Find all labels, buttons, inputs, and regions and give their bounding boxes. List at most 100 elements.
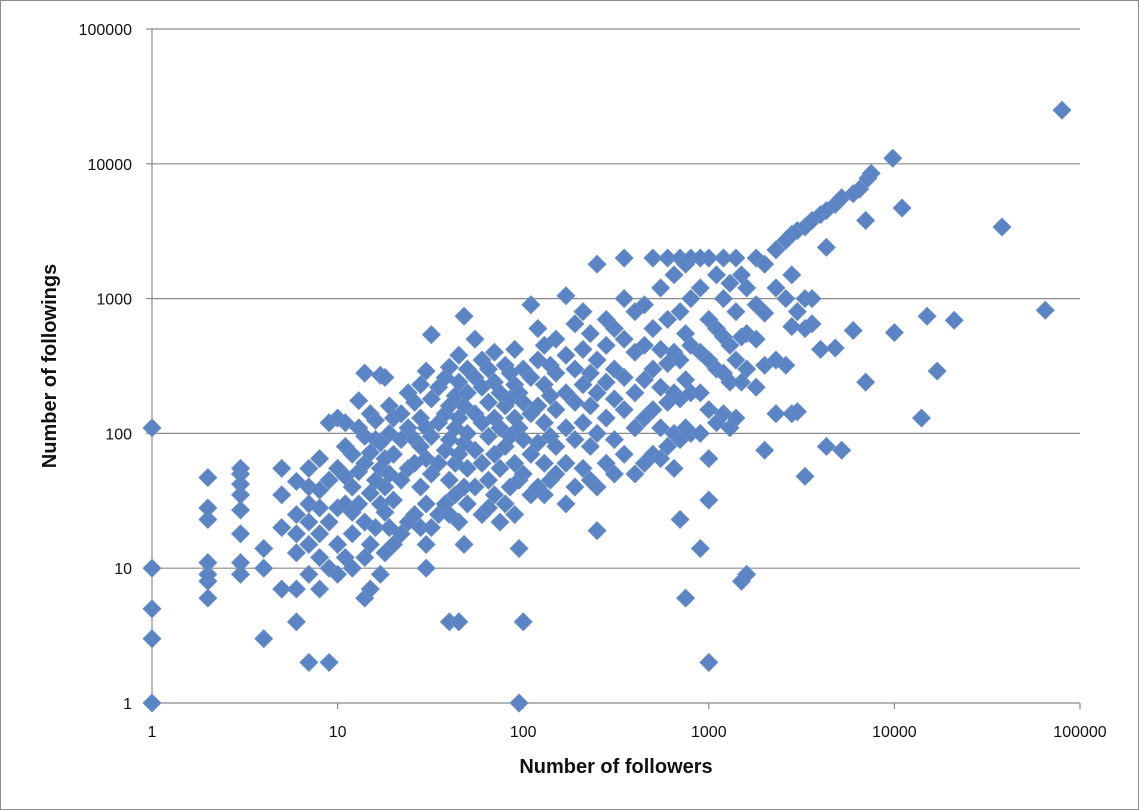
data-point <box>573 375 593 395</box>
data-point <box>604 318 624 339</box>
data-point <box>198 588 218 608</box>
data-point <box>573 339 593 359</box>
data-point <box>142 693 162 713</box>
data-point <box>509 693 529 713</box>
x-tick-label: 10 <box>329 724 347 741</box>
data-point <box>614 289 634 309</box>
data-point <box>614 329 634 349</box>
data-point <box>299 564 319 584</box>
data-point <box>670 302 690 322</box>
data-point <box>416 558 436 578</box>
data-point <box>505 504 525 525</box>
data-point <box>580 324 600 344</box>
data-point <box>521 295 541 315</box>
data-point <box>513 392 533 412</box>
data-point <box>766 278 786 298</box>
data-point <box>342 477 362 497</box>
data-point <box>651 377 671 397</box>
data-point <box>230 553 251 573</box>
data-point <box>230 524 251 544</box>
data-point <box>658 436 678 457</box>
data-point <box>546 464 566 484</box>
data-point <box>604 464 624 484</box>
data-point <box>286 579 306 599</box>
data-point <box>478 470 499 490</box>
data-point <box>319 512 339 532</box>
data-point <box>782 265 802 285</box>
data-point <box>604 430 624 450</box>
data-point <box>713 289 734 309</box>
data-point <box>726 350 746 370</box>
data-point <box>573 302 593 322</box>
data-point <box>272 518 292 538</box>
data-point <box>755 440 775 460</box>
data-point <box>643 248 663 268</box>
data-point <box>1052 100 1072 120</box>
data-point <box>349 391 369 411</box>
data-point <box>490 418 510 438</box>
data-point <box>614 444 634 464</box>
data-point <box>513 430 533 450</box>
x-tick-label: 100 <box>510 724 537 741</box>
data-point <box>546 363 566 383</box>
data-point <box>587 423 607 443</box>
data-point <box>513 464 533 484</box>
data-point <box>782 317 802 337</box>
data-point <box>643 359 663 379</box>
data-point <box>604 389 624 409</box>
data-point <box>375 502 395 522</box>
data-point <box>411 477 431 497</box>
data-point <box>651 418 671 438</box>
x-tick-label: 1000 <box>691 724 727 741</box>
data-point <box>465 477 485 497</box>
data-point <box>391 470 411 490</box>
data-point <box>556 418 576 438</box>
data-point <box>676 588 696 608</box>
data-point <box>286 504 306 525</box>
data-point <box>664 265 684 285</box>
data-point <box>699 652 719 672</box>
tick-labels: 1 10 100 1000 10000 100000 1 10 100 1000 10000 1000… <box>79 22 1107 741</box>
data-point <box>449 612 469 632</box>
data-point <box>478 359 499 379</box>
data-point <box>658 309 678 330</box>
data-point <box>787 302 807 322</box>
data-point <box>587 350 607 370</box>
data-point <box>634 295 655 315</box>
data-point <box>454 306 474 326</box>
data-point <box>651 339 671 359</box>
data-point <box>355 547 375 568</box>
data-point <box>370 564 390 584</box>
x-tick-label: 10000 <box>872 724 917 741</box>
data-point <box>383 490 404 510</box>
data-point <box>365 518 386 538</box>
data-point <box>614 400 634 420</box>
data-point <box>565 477 585 497</box>
data-point <box>198 468 218 488</box>
data-point <box>478 498 499 518</box>
data-point <box>540 386 560 406</box>
data-point <box>766 404 786 424</box>
data-point <box>614 367 634 388</box>
data-point <box>421 518 441 538</box>
data-point <box>230 500 251 520</box>
data-point <box>319 470 339 490</box>
data-point <box>405 504 425 525</box>
data-point <box>746 329 766 349</box>
data-point <box>299 652 319 672</box>
data-point <box>755 303 775 323</box>
data-point <box>726 302 746 322</box>
data-point <box>328 534 348 555</box>
data-point <box>699 400 719 420</box>
data-point <box>421 389 441 409</box>
data-point <box>478 392 499 412</box>
data-point <box>556 494 576 514</box>
data-point <box>573 458 593 478</box>
data-point <box>746 377 766 397</box>
data-point <box>365 410 386 430</box>
data-point <box>681 289 701 309</box>
data-point <box>142 558 162 578</box>
data-point <box>449 345 469 365</box>
data-point <box>690 423 710 443</box>
data-point <box>416 494 436 514</box>
